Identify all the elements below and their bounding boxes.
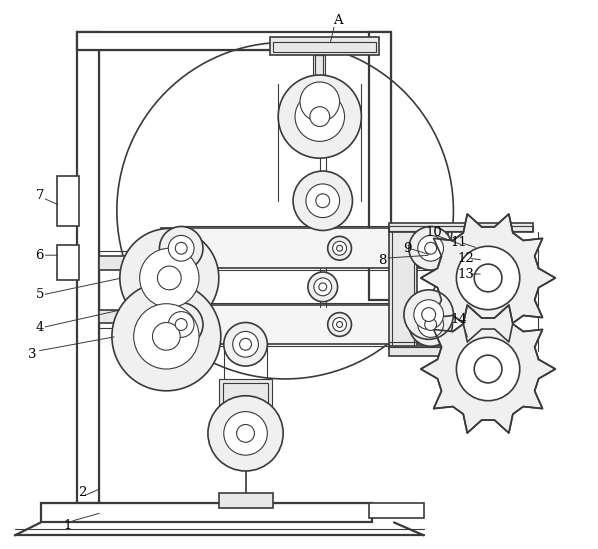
Circle shape <box>422 307 435 322</box>
Text: 12: 12 <box>458 251 475 265</box>
Text: A: A <box>333 14 343 27</box>
Circle shape <box>418 312 444 337</box>
Text: 8: 8 <box>378 254 386 267</box>
Bar <box>389 228 417 349</box>
Bar <box>219 493 273 508</box>
Bar <box>161 228 448 268</box>
Circle shape <box>316 194 329 208</box>
Text: 14: 14 <box>450 313 467 326</box>
Circle shape <box>237 424 255 442</box>
Text: 4: 4 <box>35 321 44 334</box>
Circle shape <box>337 322 343 327</box>
Bar <box>99 256 144 270</box>
Circle shape <box>332 242 346 255</box>
Circle shape <box>332 317 346 332</box>
Bar <box>99 310 144 323</box>
Text: 13: 13 <box>458 267 475 281</box>
Circle shape <box>300 82 340 121</box>
Bar <box>315 55 323 85</box>
Bar <box>57 245 80 280</box>
Circle shape <box>319 283 327 291</box>
Circle shape <box>160 227 203 270</box>
Circle shape <box>139 248 199 307</box>
Circle shape <box>306 184 340 217</box>
Text: 7: 7 <box>35 189 44 202</box>
Circle shape <box>328 237 352 260</box>
Circle shape <box>456 247 520 310</box>
Bar <box>370 32 391 300</box>
Circle shape <box>409 302 453 346</box>
Circle shape <box>157 266 181 290</box>
Circle shape <box>295 92 344 141</box>
Circle shape <box>314 278 332 296</box>
Polygon shape <box>421 214 556 342</box>
Circle shape <box>134 304 199 369</box>
Bar <box>389 222 533 232</box>
Circle shape <box>474 264 502 292</box>
Bar <box>99 251 139 328</box>
Text: 6: 6 <box>35 249 44 262</box>
Circle shape <box>233 332 258 357</box>
Text: 1: 1 <box>63 519 72 532</box>
Circle shape <box>240 338 252 350</box>
Text: 10: 10 <box>425 226 442 239</box>
Circle shape <box>120 228 219 327</box>
Circle shape <box>328 312 352 337</box>
Circle shape <box>278 75 361 158</box>
Circle shape <box>409 227 453 270</box>
Text: 5: 5 <box>35 288 44 301</box>
Bar <box>270 37 379 55</box>
Bar <box>389 343 533 348</box>
Circle shape <box>404 290 453 339</box>
Bar <box>389 227 533 232</box>
Circle shape <box>168 236 194 261</box>
Polygon shape <box>421 305 556 433</box>
Bar <box>161 305 448 344</box>
Bar <box>41 503 372 523</box>
Text: 11: 11 <box>450 236 467 249</box>
Circle shape <box>456 337 520 401</box>
Circle shape <box>175 242 187 254</box>
Circle shape <box>208 396 283 471</box>
Circle shape <box>425 318 437 330</box>
Circle shape <box>418 236 444 261</box>
Circle shape <box>160 302 203 346</box>
Circle shape <box>337 245 343 251</box>
Circle shape <box>425 242 437 254</box>
Circle shape <box>293 171 352 231</box>
Circle shape <box>152 322 180 350</box>
Bar <box>389 346 533 356</box>
Text: 2: 2 <box>78 486 86 499</box>
Bar <box>273 42 376 52</box>
Bar <box>223 383 269 402</box>
Bar <box>370 503 424 518</box>
Circle shape <box>414 300 444 329</box>
Circle shape <box>474 355 502 383</box>
Bar <box>219 379 272 407</box>
Bar <box>392 232 414 346</box>
Circle shape <box>168 312 194 337</box>
Circle shape <box>175 318 187 330</box>
Text: 3: 3 <box>29 348 37 361</box>
Circle shape <box>112 282 221 391</box>
Text: 9: 9 <box>402 242 411 255</box>
Circle shape <box>224 322 267 366</box>
Bar <box>313 55 325 85</box>
Circle shape <box>310 107 329 126</box>
Bar <box>77 32 99 503</box>
Bar <box>57 176 80 226</box>
Bar <box>77 32 389 51</box>
Circle shape <box>308 272 338 302</box>
Circle shape <box>224 412 267 455</box>
